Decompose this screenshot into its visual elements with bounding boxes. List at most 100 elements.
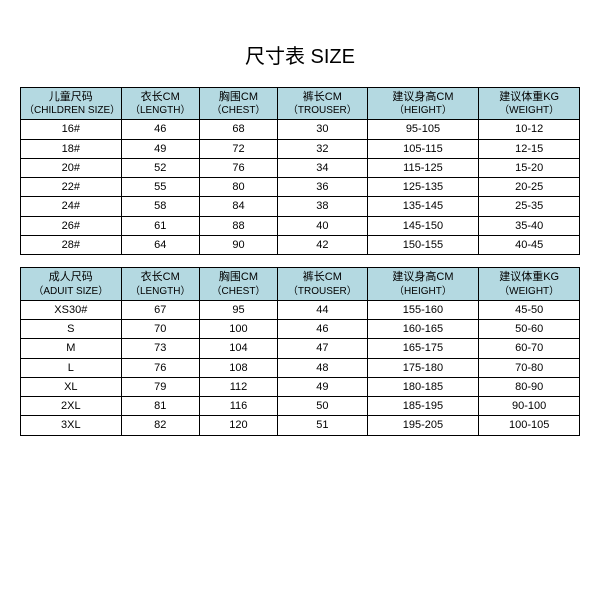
table-cell: 120: [199, 416, 277, 435]
table-cell: 50: [278, 397, 367, 416]
table-cell: 20-25: [479, 178, 580, 197]
table-cell: 80-90: [479, 377, 580, 396]
table-cell: 100: [199, 319, 277, 338]
table-cell: 145-150: [367, 216, 479, 235]
table-row: S7010046160-16550-60: [21, 319, 580, 338]
col-header: 建议体重KG （WEIGHT）: [479, 88, 580, 120]
table-cell: M: [21, 339, 122, 358]
table-cell: 48: [278, 358, 367, 377]
col-header-sub: （HEIGHT）: [371, 104, 476, 117]
table-cell: 10-12: [479, 120, 580, 139]
table-cell: 84: [199, 197, 277, 216]
col-header: 胸围CM （CHEST）: [199, 88, 277, 120]
table-cell: 44: [278, 300, 367, 319]
col-header-sub: （HEIGHT）: [371, 285, 476, 298]
table-cell: 80: [199, 178, 277, 197]
table-cell: 36: [278, 178, 367, 197]
table-row: 22#558036125-13520-25: [21, 178, 580, 197]
table-cell: 90: [199, 236, 277, 255]
size-tables: 儿童尺码 （CHILDREN SIZE） 衣长CM （LENGTH） 胸围CM …: [20, 87, 580, 436]
table-cell: 105-115: [367, 139, 479, 158]
col-header-main: 衣长CM: [125, 270, 196, 284]
col-header-main: 建议身高CM: [371, 270, 476, 284]
col-header: 建议体重KG （WEIGHT）: [479, 268, 580, 300]
table-cell: 49: [121, 139, 199, 158]
table-cell: 42: [278, 236, 367, 255]
children-tbody: 16#46683095-10510-1218#497232105-11512-1…: [21, 120, 580, 255]
col-header-main: 建议体重KG: [482, 270, 576, 284]
table-cell: L: [21, 358, 122, 377]
table-cell: 160-165: [367, 319, 479, 338]
table-cell: 112: [199, 377, 277, 396]
table-cell: 155-160: [367, 300, 479, 319]
col-header-sub: （WEIGHT）: [482, 104, 576, 117]
table-cell: 15-20: [479, 158, 580, 177]
col-header-sub: （TROUSER）: [281, 104, 363, 117]
table-cell: 40: [278, 216, 367, 235]
table-cell: 20#: [21, 158, 122, 177]
table-cell: 76: [121, 358, 199, 377]
table-cell: S: [21, 319, 122, 338]
table-cell: 45-50: [479, 300, 580, 319]
table-row: 28#649042150-15540-45: [21, 236, 580, 255]
table-row: 26#618840145-15035-40: [21, 216, 580, 235]
table-row: L7610848175-18070-80: [21, 358, 580, 377]
col-header: 成人尺码 （ADUIT SIZE）: [21, 268, 122, 300]
col-header-main: 胸围CM: [203, 90, 274, 104]
table-cell: 16#: [21, 120, 122, 139]
table-cell: XS30#: [21, 300, 122, 319]
table-row: 24#588438135-14525-35: [21, 197, 580, 216]
table-cell: 95-105: [367, 120, 479, 139]
table-row: XL7911249180-18580-90: [21, 377, 580, 396]
table-cell: 90-100: [479, 397, 580, 416]
table-row: XS30#679544155-16045-50: [21, 300, 580, 319]
table-cell: 49: [278, 377, 367, 396]
table-cell: 70: [121, 319, 199, 338]
table-cell: 64: [121, 236, 199, 255]
col-header-sub: （CHEST）: [203, 104, 274, 117]
col-header-main: 成人尺码: [24, 270, 118, 284]
col-header-main: 儿童尺码: [24, 90, 118, 104]
table-cell: 22#: [21, 178, 122, 197]
table-cell: 3XL: [21, 416, 122, 435]
table-row: M7310447165-17560-70: [21, 339, 580, 358]
col-header: 衣长CM （LENGTH）: [121, 268, 199, 300]
table-cell: 24#: [21, 197, 122, 216]
table-cell: 104: [199, 339, 277, 358]
col-header-main: 裤长CM: [281, 270, 363, 284]
col-header: 裤长CM （TROUSER）: [278, 88, 367, 120]
col-header: 建议身高CM （HEIGHT）: [367, 88, 479, 120]
table-cell: 47: [278, 339, 367, 358]
table-cell: 88: [199, 216, 277, 235]
table-cell: 150-155: [367, 236, 479, 255]
table-cell: 70-80: [479, 358, 580, 377]
table-cell: 40-45: [479, 236, 580, 255]
col-header-main: 胸围CM: [203, 270, 274, 284]
table-cell: 81: [121, 397, 199, 416]
adult-tbody: XS30#679544155-16045-50S7010046160-16550…: [21, 300, 580, 435]
col-header-main: 衣长CM: [125, 90, 196, 104]
table-header-row: 儿童尺码 （CHILDREN SIZE） 衣长CM （LENGTH） 胸围CM …: [21, 88, 580, 120]
col-header-sub: （LENGTH）: [125, 104, 196, 117]
table-cell: 67: [121, 300, 199, 319]
table-cell: 195-205: [367, 416, 479, 435]
table-cell: 50-60: [479, 319, 580, 338]
table-cell: 2XL: [21, 397, 122, 416]
table-cell: 26#: [21, 216, 122, 235]
table-cell: 51: [278, 416, 367, 435]
table-cell: 60-70: [479, 339, 580, 358]
col-header: 建议身高CM （HEIGHT）: [367, 268, 479, 300]
table-cell: 25-35: [479, 197, 580, 216]
table-row: 2XL8111650185-19590-100: [21, 397, 580, 416]
table-row: 18#497232105-11512-15: [21, 139, 580, 158]
col-header-sub: （CHILDREN SIZE）: [24, 104, 118, 117]
children-size-table: 儿童尺码 （CHILDREN SIZE） 衣长CM （LENGTH） 胸围CM …: [20, 87, 580, 255]
adult-size-table: 成人尺码 （ADUIT SIZE） 衣长CM （LENGTH） 胸围CM （CH…: [20, 267, 580, 435]
table-cell: 95: [199, 300, 277, 319]
table-cell: 30: [278, 120, 367, 139]
col-header-sub: （TROUSER）: [281, 285, 363, 298]
col-header-main: 建议体重KG: [482, 90, 576, 104]
table-cell: 58: [121, 197, 199, 216]
col-header-main: 裤长CM: [281, 90, 363, 104]
table-cell: 73: [121, 339, 199, 358]
